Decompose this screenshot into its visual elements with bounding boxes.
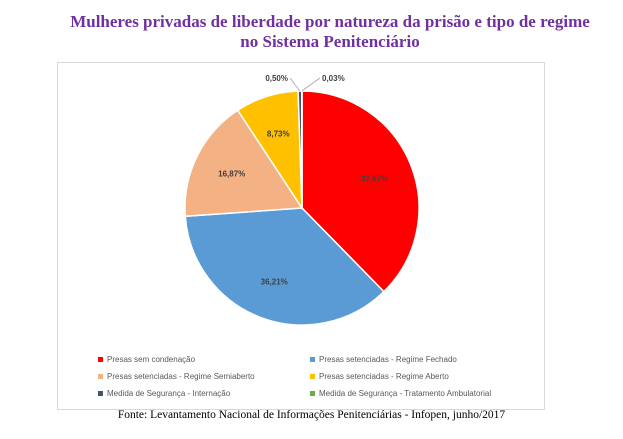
legend-item-regime-fechado: Presas setenciadas - Regime Fechado — [310, 353, 518, 366]
legend-label: Medida de Segurança - Internação — [107, 389, 231, 398]
legend-swatch — [310, 374, 315, 379]
legend-swatch — [310, 391, 315, 396]
data-label-presas-setenciadas-regime-aberto: 8,73% — [267, 129, 290, 138]
pie-slice-presas-setenciadas-regime-semiaberto — [184, 109, 304, 218]
legend-swatch — [98, 374, 103, 379]
legend-item-presas-sem-condenacao: Presas sem condenação — [98, 353, 310, 366]
data-label-presas-sem-condenacao: 37,67% — [361, 174, 388, 183]
leader-line-medida-de-seguranca-tratamento-ambulatorial — [301, 77, 321, 92]
pie-slice-presas-setenciadas-regime-fechado — [184, 207, 385, 326]
chart-title-line-2: no Sistema Penitenciário — [240, 32, 420, 51]
data-label-medida-de-seguranca-tratamento-ambulatorial: 0,03% — [322, 74, 345, 83]
chart-area: 37,67% 36,21% 16,87% 8,73% 0,50% 0,03% Presas… — [57, 62, 545, 410]
legend-item-tratamento-ambulatorial: Medida de Segurança - Tratamento Ambulat… — [310, 387, 518, 400]
legend-label: Presas setenciadas - Regime Aberto — [319, 372, 449, 381]
legend-label: Presas setenciadas - Regime Fechado — [319, 355, 457, 364]
chart-title: Mulheres privadas de liberdade por natur… — [60, 12, 600, 52]
pie-chart: 37,67% 36,21% 16,87% 8,73% 0,50% 0,03% — [184, 74, 420, 326]
legend-label: Presas setenciadas - Regime Semiaberto — [107, 372, 255, 381]
legend-label: Medida de Segurança - Tratamento Ambulat… — [319, 389, 492, 398]
data-label-medida-de-seguranca-internacao: 0,50% — [265, 74, 288, 83]
chart-legend: Presas sem condenação Presas setenciadas… — [98, 353, 518, 400]
legend-item-regime-aberto: Presas setenciadas - Regime Aberto — [310, 370, 518, 383]
chart-title-line-1: Mulheres privadas de liberdade por natur… — [70, 12, 590, 31]
legend-item-internacao: Medida de Segurança - Internação — [98, 387, 310, 400]
data-label-presas-setenciadas-regime-semiaberto: 16,87% — [218, 169, 245, 178]
data-label-presas-setenciadas-regime-fechado: 36,21% — [261, 277, 288, 286]
pie-slice-presas-sem-condenacao — [301, 90, 420, 293]
pie-slices — [184, 90, 420, 326]
pie-data-labels: 37,67% 36,21% 16,87% 8,73% 0,50% 0,03% — [218, 74, 388, 286]
source-caption: Fonte: Levantamento Nacional de Informaç… — [117, 409, 506, 421]
legend-swatch — [98, 391, 103, 396]
leader-line-medida-de-seguranca-internacao — [289, 77, 301, 92]
pie-leader-lines — [289, 77, 321, 92]
legend-swatch — [310, 357, 315, 362]
legend-item-regime-semiaberto: Presas setenciadas - Regime Semiaberto — [98, 370, 310, 383]
legend-label: Presas sem condenação — [107, 355, 196, 364]
legend-swatch — [98, 357, 103, 362]
